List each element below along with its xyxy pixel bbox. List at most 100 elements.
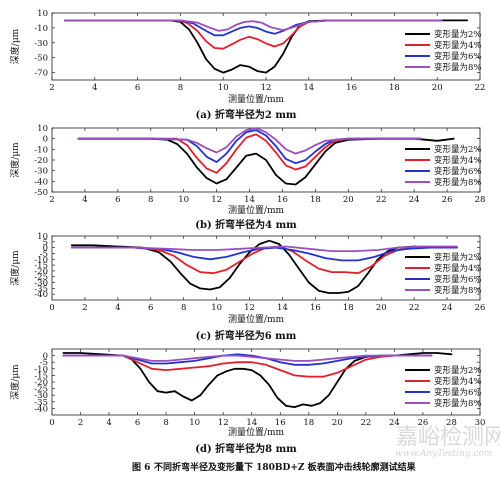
x-tick-label: 26 bbox=[475, 303, 486, 313]
x-tick-label: 24 bbox=[389, 418, 400, 428]
y-tick-label: 10 bbox=[37, 232, 48, 242]
x-tick-label: 12 bbox=[218, 418, 229, 428]
y-tick-label: -35 bbox=[34, 284, 48, 294]
series-line-6pct bbox=[63, 19, 443, 37]
x-tick-label: 22 bbox=[376, 195, 387, 205]
legend-label-8pct: 变形量为8% bbox=[434, 177, 482, 188]
series-line-2pct bbox=[62, 352, 453, 409]
series-line-8pct bbox=[62, 354, 433, 362]
x-tick-label: 4 bbox=[82, 195, 87, 205]
x-tick-label: 20 bbox=[432, 83, 443, 93]
x-tick-label: 10 bbox=[178, 195, 189, 205]
legend-label-2pct: 变形量为2% bbox=[434, 365, 482, 376]
legend-label-6pct: 变形量为6% bbox=[434, 51, 482, 62]
y-axis-label: 深度/μm bbox=[9, 364, 21, 400]
y-tick-label: -10 bbox=[34, 365, 48, 375]
x-tick-label: 8 bbox=[178, 83, 183, 93]
watermark-url: www.AnyTesting.com bbox=[395, 449, 492, 459]
series-line-6pct bbox=[62, 353, 433, 366]
x-axis-label: 测量位置/mm bbox=[228, 93, 285, 105]
legend-label-8pct: 变形量为8% bbox=[434, 285, 482, 296]
series-line-2pct bbox=[77, 137, 455, 186]
y-tick-label: -15 bbox=[34, 371, 48, 381]
y-tick-label: -30 bbox=[34, 279, 48, 289]
y-tick-label: -50 bbox=[34, 188, 48, 198]
legend-label-4pct: 变形量为4% bbox=[434, 376, 482, 387]
x-tick-label: 28 bbox=[446, 418, 457, 428]
y-tick-label: -25 bbox=[34, 273, 48, 283]
x-tick-label: 22 bbox=[360, 418, 371, 428]
x-tick-label: 12 bbox=[244, 303, 255, 313]
x-tick-label: 18 bbox=[310, 195, 321, 205]
panel-caption: (d) 折弯半径为8 mm bbox=[195, 442, 297, 455]
x-tick-label: 14 bbox=[277, 303, 288, 313]
x-axis-label: 测量位置/mm bbox=[228, 426, 285, 438]
chart-panel-a: 2 4 6 8 10 12 14 16 18 20 22 10 -10 -30 -50 -70 测量位置/mm 深… bbox=[9, 9, 485, 121]
x-tick-label: 26 bbox=[418, 418, 429, 428]
x-tick-label: 10 bbox=[218, 83, 229, 93]
y-tick-label: -20 bbox=[34, 156, 48, 166]
y-tick-label: 0 bbox=[43, 135, 48, 145]
x-tick-label: 16 bbox=[310, 303, 321, 313]
x-axis-label: 测量位置/mm bbox=[228, 313, 285, 325]
x-tick-label: 2 bbox=[78, 418, 83, 428]
y-tick-label: -30 bbox=[34, 167, 48, 177]
x-tick-label: 10 bbox=[189, 418, 200, 428]
x-tick-label: 20 bbox=[332, 418, 343, 428]
y-tick-label: -70 bbox=[34, 69, 48, 79]
legend-label-6pct: 变形量为6% bbox=[434, 274, 482, 285]
series-line-4pct bbox=[77, 133, 422, 174]
y-tick-label: -5 bbox=[40, 358, 48, 368]
plot-frame bbox=[51, 12, 481, 81]
x-tick-label: 2 bbox=[49, 83, 54, 93]
x-tick-label: 8 bbox=[163, 418, 168, 428]
plot-frame bbox=[51, 235, 481, 301]
y-axis-label: 深度/μm bbox=[9, 28, 21, 64]
x-tick-label: 30 bbox=[475, 418, 486, 428]
x-tick-label: 12 bbox=[211, 195, 222, 205]
chart-panel-c: 0 2 4 6 8 10 12 14 16 18 20 22 24 261050-5-10-15-20-2… bbox=[9, 232, 485, 342]
x-tick-label: 28 bbox=[475, 195, 486, 205]
x-tick-label: 4 bbox=[115, 303, 120, 313]
series-line-6pct bbox=[70, 246, 458, 262]
y-tick-label: 10 bbox=[37, 124, 48, 134]
chart-panel-d: 0 2 4 6 8 10 12 14 16 18 20 22 24 26 28 300-5-10-15-20-… bbox=[9, 348, 486, 455]
x-tick-label: 18 bbox=[343, 303, 354, 313]
x-tick-label: 18 bbox=[303, 418, 314, 428]
x-tick-label: 16 bbox=[275, 418, 286, 428]
y-tick-label: -10 bbox=[34, 145, 48, 155]
figure-caption-label: 图 6 bbox=[132, 462, 150, 473]
panel-caption: (a) 折弯半径为2 mm bbox=[195, 108, 296, 121]
y-tick-label: -5 bbox=[40, 249, 48, 259]
y-tick-label: -30 bbox=[34, 391, 48, 401]
x-tick-label: 12 bbox=[261, 83, 272, 93]
series-line-8pct bbox=[63, 19, 443, 32]
y-tick-label: -30 bbox=[34, 39, 48, 49]
legend-label-4pct: 变形量为4% bbox=[434, 155, 482, 166]
x-tick-label: 6 bbox=[148, 303, 153, 313]
series-line-4pct bbox=[62, 354, 433, 378]
y-axis-label: 深度/μm bbox=[9, 142, 21, 178]
x-tick-label: 0 bbox=[49, 303, 54, 313]
series-line-4pct bbox=[63, 19, 443, 50]
y-tick-label: 5 bbox=[43, 238, 48, 248]
x-tick-label: 8 bbox=[148, 195, 153, 205]
x-tick-label: 10 bbox=[211, 303, 222, 313]
y-tick-label: -20 bbox=[34, 378, 48, 388]
series-line-8pct bbox=[70, 245, 458, 253]
x-tick-label: 14 bbox=[303, 83, 314, 93]
x-axis-label: 测量位置/mm bbox=[228, 204, 285, 216]
x-tick-label: 14 bbox=[246, 418, 257, 428]
x-tick-label: 18 bbox=[389, 83, 400, 93]
series-line-8pct bbox=[77, 127, 422, 155]
x-tick-label: 20 bbox=[376, 303, 387, 313]
x-tick-label: 2 bbox=[49, 195, 54, 205]
x-tick-label: 6 bbox=[135, 83, 140, 93]
y-tick-label: -20 bbox=[34, 267, 48, 277]
x-tick-label: 22 bbox=[475, 83, 486, 93]
y-tick-label: 0 bbox=[43, 244, 48, 254]
x-tick-label: 22 bbox=[409, 303, 420, 313]
legend-label-8pct: 变形量为8% bbox=[434, 62, 482, 73]
x-tick-label: 8 bbox=[181, 303, 186, 313]
